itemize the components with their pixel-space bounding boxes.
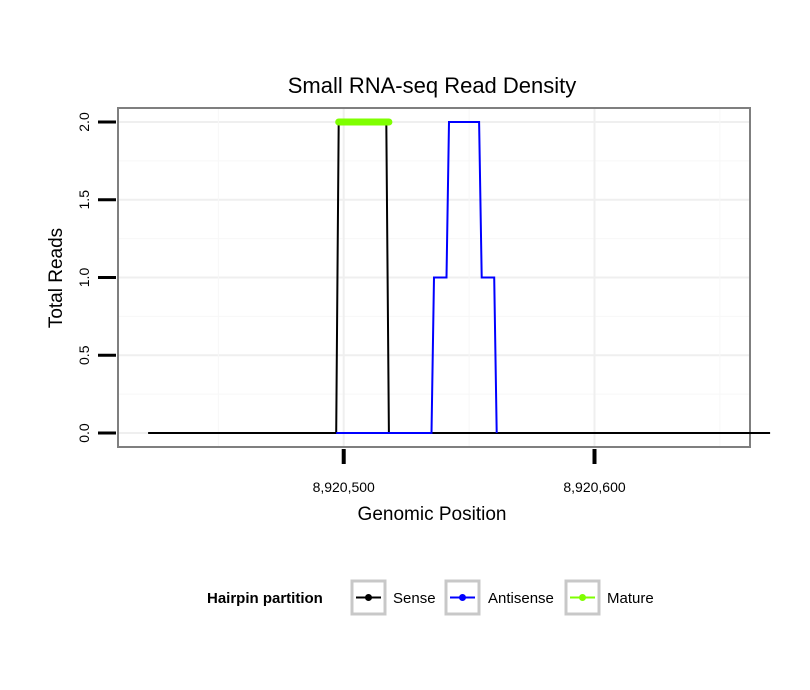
legend-label-mature: Mature bbox=[607, 590, 654, 607]
x-tick-label: 8,920,500 bbox=[313, 479, 375, 495]
y-axis-title: Total Reads bbox=[46, 228, 67, 328]
y-tick-label: 2.0 bbox=[76, 112, 92, 132]
x-axis-title: Genomic Position bbox=[358, 504, 507, 525]
series-antisense-line bbox=[336, 121, 498, 434]
y-tick-label: 0.5 bbox=[76, 345, 92, 365]
legend-label-antisense: Antisense bbox=[488, 590, 554, 607]
legend-key-sense bbox=[350, 579, 387, 616]
axes: 0.0 0.5 1.0 1.5 2.0 8,920,500 8,920,600 bbox=[76, 112, 626, 495]
legend-dot-antisense bbox=[459, 594, 466, 601]
legend-label-sense: Sense bbox=[393, 590, 436, 607]
legend-title: Hairpin partition bbox=[207, 590, 323, 607]
x-tick-label: 8,920,600 bbox=[563, 479, 625, 495]
y-tick-label: 0.0 bbox=[76, 423, 92, 443]
y-tick-label: 1.5 bbox=[76, 190, 92, 210]
legend: Hairpin partition Sense Antisense Mature bbox=[207, 579, 654, 616]
chart-title: Small RNA-seq Read Density bbox=[288, 73, 577, 98]
legend-dot-sense bbox=[365, 594, 372, 601]
series-layer bbox=[148, 118, 771, 434]
legend-dot-mature bbox=[579, 594, 586, 601]
y-tick-label: 1.0 bbox=[76, 268, 92, 288]
